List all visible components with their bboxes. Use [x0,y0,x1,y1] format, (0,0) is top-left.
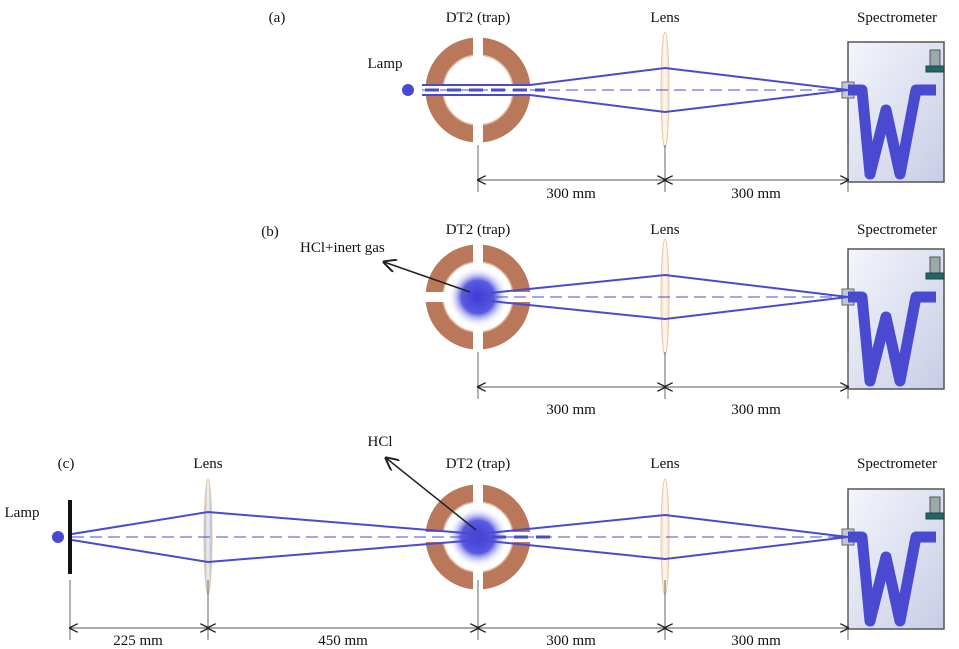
label: Lamp [5,505,40,521]
label: 300 mm [731,402,781,418]
label: DT2 (trap) [446,456,511,472]
label: 300 mm [731,633,781,649]
label: 300 mm [546,633,596,649]
label: 225 mm [113,633,163,649]
label: Lens [193,456,222,472]
label: (b) [261,224,279,240]
label: Lens [650,456,679,472]
label: HCl+inert gas [300,240,385,256]
lamp [402,84,414,96]
label: 450 mm [318,633,368,649]
label: Lens [650,222,679,238]
optical-setup-diagram: (a) DT2 (trap) Lens Spectrometer Lamp 300 mm 3… [0,0,959,649]
label: 300 mm [546,186,596,202]
spectrometer-cap [926,513,944,519]
label: Spectrometer [857,456,937,472]
label: 300 mm [731,186,781,202]
label: DT2 (trap) [446,10,511,26]
label: HCl [367,434,392,450]
lamp [52,531,64,543]
label: (a) [269,10,286,26]
label: 300 mm [546,402,596,418]
label: DT2 (trap) [446,222,511,238]
label: Lamp [368,56,403,72]
label: Spectrometer [857,10,937,26]
label: Spectrometer [857,222,937,238]
spectrometer-cap [926,66,944,72]
spectrometer-cap [926,273,944,279]
label: (c) [58,456,75,472]
slit [68,500,72,574]
label: Lens [650,10,679,26]
